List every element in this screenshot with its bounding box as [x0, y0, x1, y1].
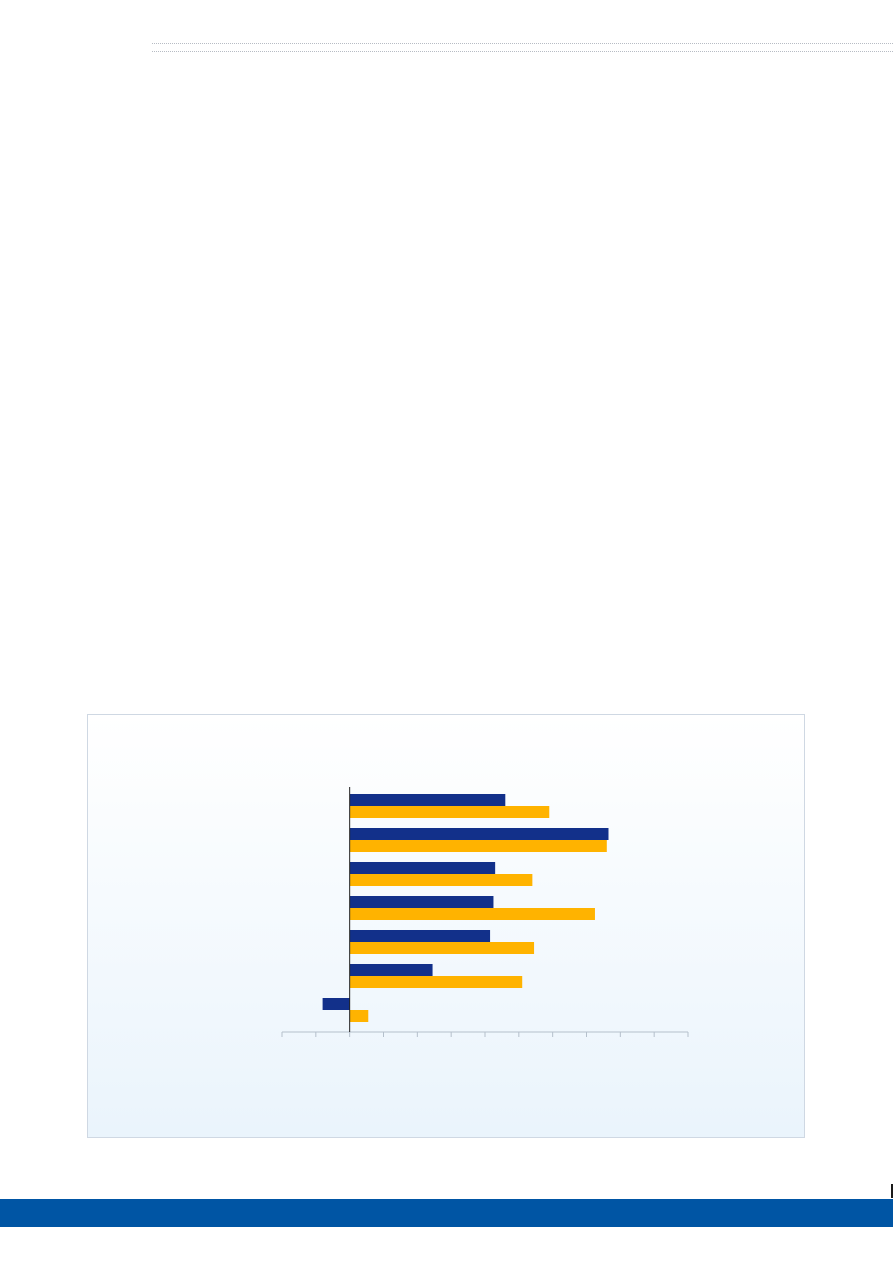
bar-series-1-category-2 — [349, 828, 609, 840]
bar-series-2-category-5 — [349, 942, 535, 954]
bar-series-2-category-1 — [349, 806, 550, 818]
bar-series-1-category-3 — [349, 862, 496, 874]
bar-series-2-category-7 — [349, 1010, 369, 1022]
bar-chart — [281, 787, 689, 1037]
bar-series-1-category-5 — [349, 930, 491, 942]
bar-series-1-category-4 — [349, 896, 494, 908]
page-corner-mark — [891, 1184, 893, 1198]
bar-series-1-category-1 — [349, 794, 506, 806]
chart-panel — [87, 714, 805, 1138]
bar-series-1-category-6 — [349, 964, 433, 976]
bar-series-1-category-7 — [322, 998, 350, 1010]
header-dotted-rule — [152, 43, 893, 52]
bar-series-2-category-6 — [349, 976, 523, 988]
bar-series-2-category-2 — [349, 840, 607, 852]
footer-band — [0, 1199, 893, 1227]
bar-series-2-category-4 — [349, 908, 595, 920]
bar-series-2-category-3 — [349, 874, 533, 886]
